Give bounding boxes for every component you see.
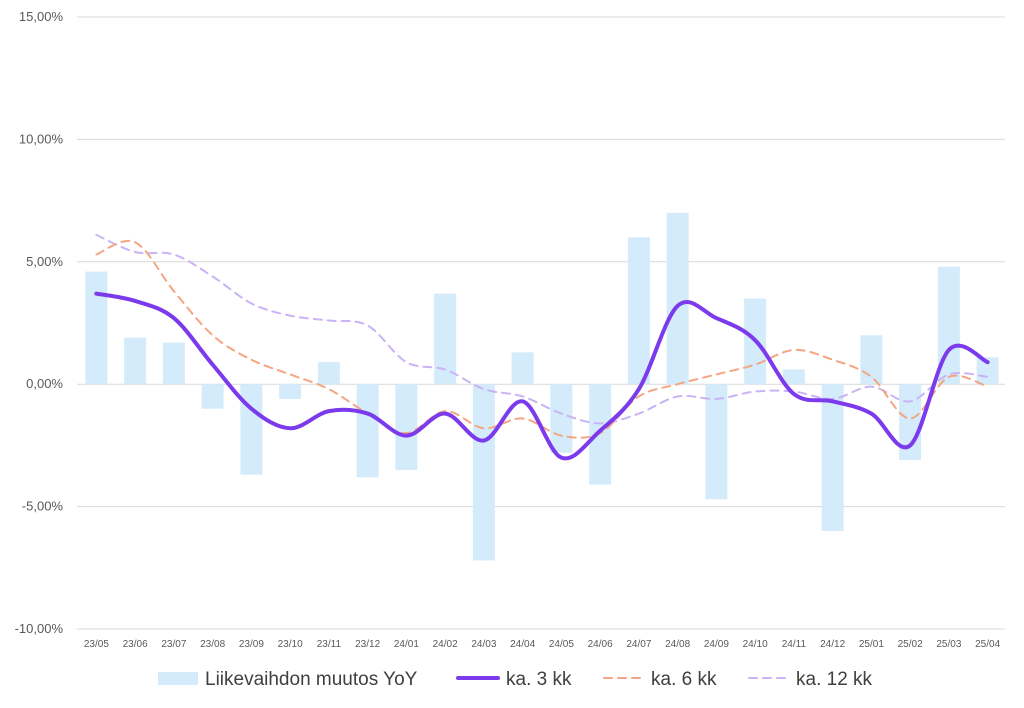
bar (589, 384, 612, 485)
legend-label: ka. 6 kk (651, 669, 717, 690)
bar (705, 384, 728, 500)
x-tick-label: 24/01 (394, 639, 419, 650)
x-tick-label: 23/05 (84, 639, 109, 650)
x-tick-label: 24/03 (471, 639, 496, 650)
bar (124, 337, 147, 385)
bar (85, 271, 108, 385)
y-tick-label: 0,00% (26, 376, 63, 391)
x-tick-label: 23/12 (355, 639, 380, 650)
y-tick-label: -5,00% (22, 499, 64, 514)
x-tick-label: 24/07 (626, 639, 651, 650)
x-tick-label: 24/05 (549, 639, 574, 650)
legend-swatch (158, 672, 198, 685)
legend-label: Liikevaihdon muutos YoY (205, 669, 418, 690)
x-tick-label: 23/06 (123, 639, 148, 650)
x-tick-label: 23/09 (239, 639, 264, 650)
bar (279, 384, 302, 399)
bar (240, 384, 263, 475)
bar (666, 212, 689, 385)
bar (627, 237, 650, 385)
x-tick-label: 24/10 (743, 639, 768, 650)
x-tick-label: 24/02 (433, 639, 458, 650)
bar (434, 293, 457, 385)
legend: Liikevaihdon muutos YoY ka. 3 kk ka. 6 kk k… (158, 669, 873, 690)
y-axis: 15,00% 10,00% 5,00% 0,00% -5,00% -10,00% (15, 9, 64, 636)
x-axis: 23/05 23/06 23/07 23/08 23/09 23/10 23/11 23/12… (84, 639, 1001, 650)
bar (395, 384, 418, 470)
legend-label: ka. 3 kk (506, 669, 572, 690)
x-tick-label: 24/04 (510, 639, 535, 650)
series-line (94, 291, 990, 461)
bar (976, 357, 999, 385)
bar (511, 352, 534, 385)
x-tick-label: 24/11 (782, 639, 807, 650)
bar (860, 335, 883, 385)
series-line (95, 233, 989, 425)
x-tick-label: 25/03 (936, 639, 961, 650)
x-tick-label: 24/09 (704, 639, 729, 650)
bar (356, 384, 379, 478)
bar (317, 362, 340, 385)
x-tick-label: 24/06 (588, 639, 613, 650)
line-series (94, 233, 990, 461)
bar (472, 384, 495, 561)
bar (162, 342, 185, 385)
bar (821, 384, 844, 532)
x-tick-label: 25/01 (859, 639, 884, 650)
x-tick-label: 23/11 (317, 639, 342, 650)
x-tick-label: 24/08 (665, 639, 690, 650)
x-tick-label: 23/08 (200, 639, 225, 650)
x-tick-label: 25/04 (975, 639, 1000, 650)
y-tick-label: 10,00% (19, 131, 64, 146)
y-tick-label: 5,00% (26, 254, 63, 269)
bar (201, 384, 224, 409)
bar (550, 384, 573, 453)
x-tick-label: 24/12 (820, 639, 845, 650)
x-tick-label: 25/02 (898, 639, 923, 650)
y-tick-label: 15,00% (19, 9, 64, 24)
x-tick-label: 23/10 (278, 639, 303, 650)
gridlines (77, 16, 1005, 630)
bar-series (85, 212, 999, 561)
bar (782, 369, 805, 385)
x-tick-label: 23/07 (161, 639, 186, 650)
legend-label: ka. 12 kk (796, 669, 873, 690)
y-tick-label: -10,00% (15, 621, 64, 636)
